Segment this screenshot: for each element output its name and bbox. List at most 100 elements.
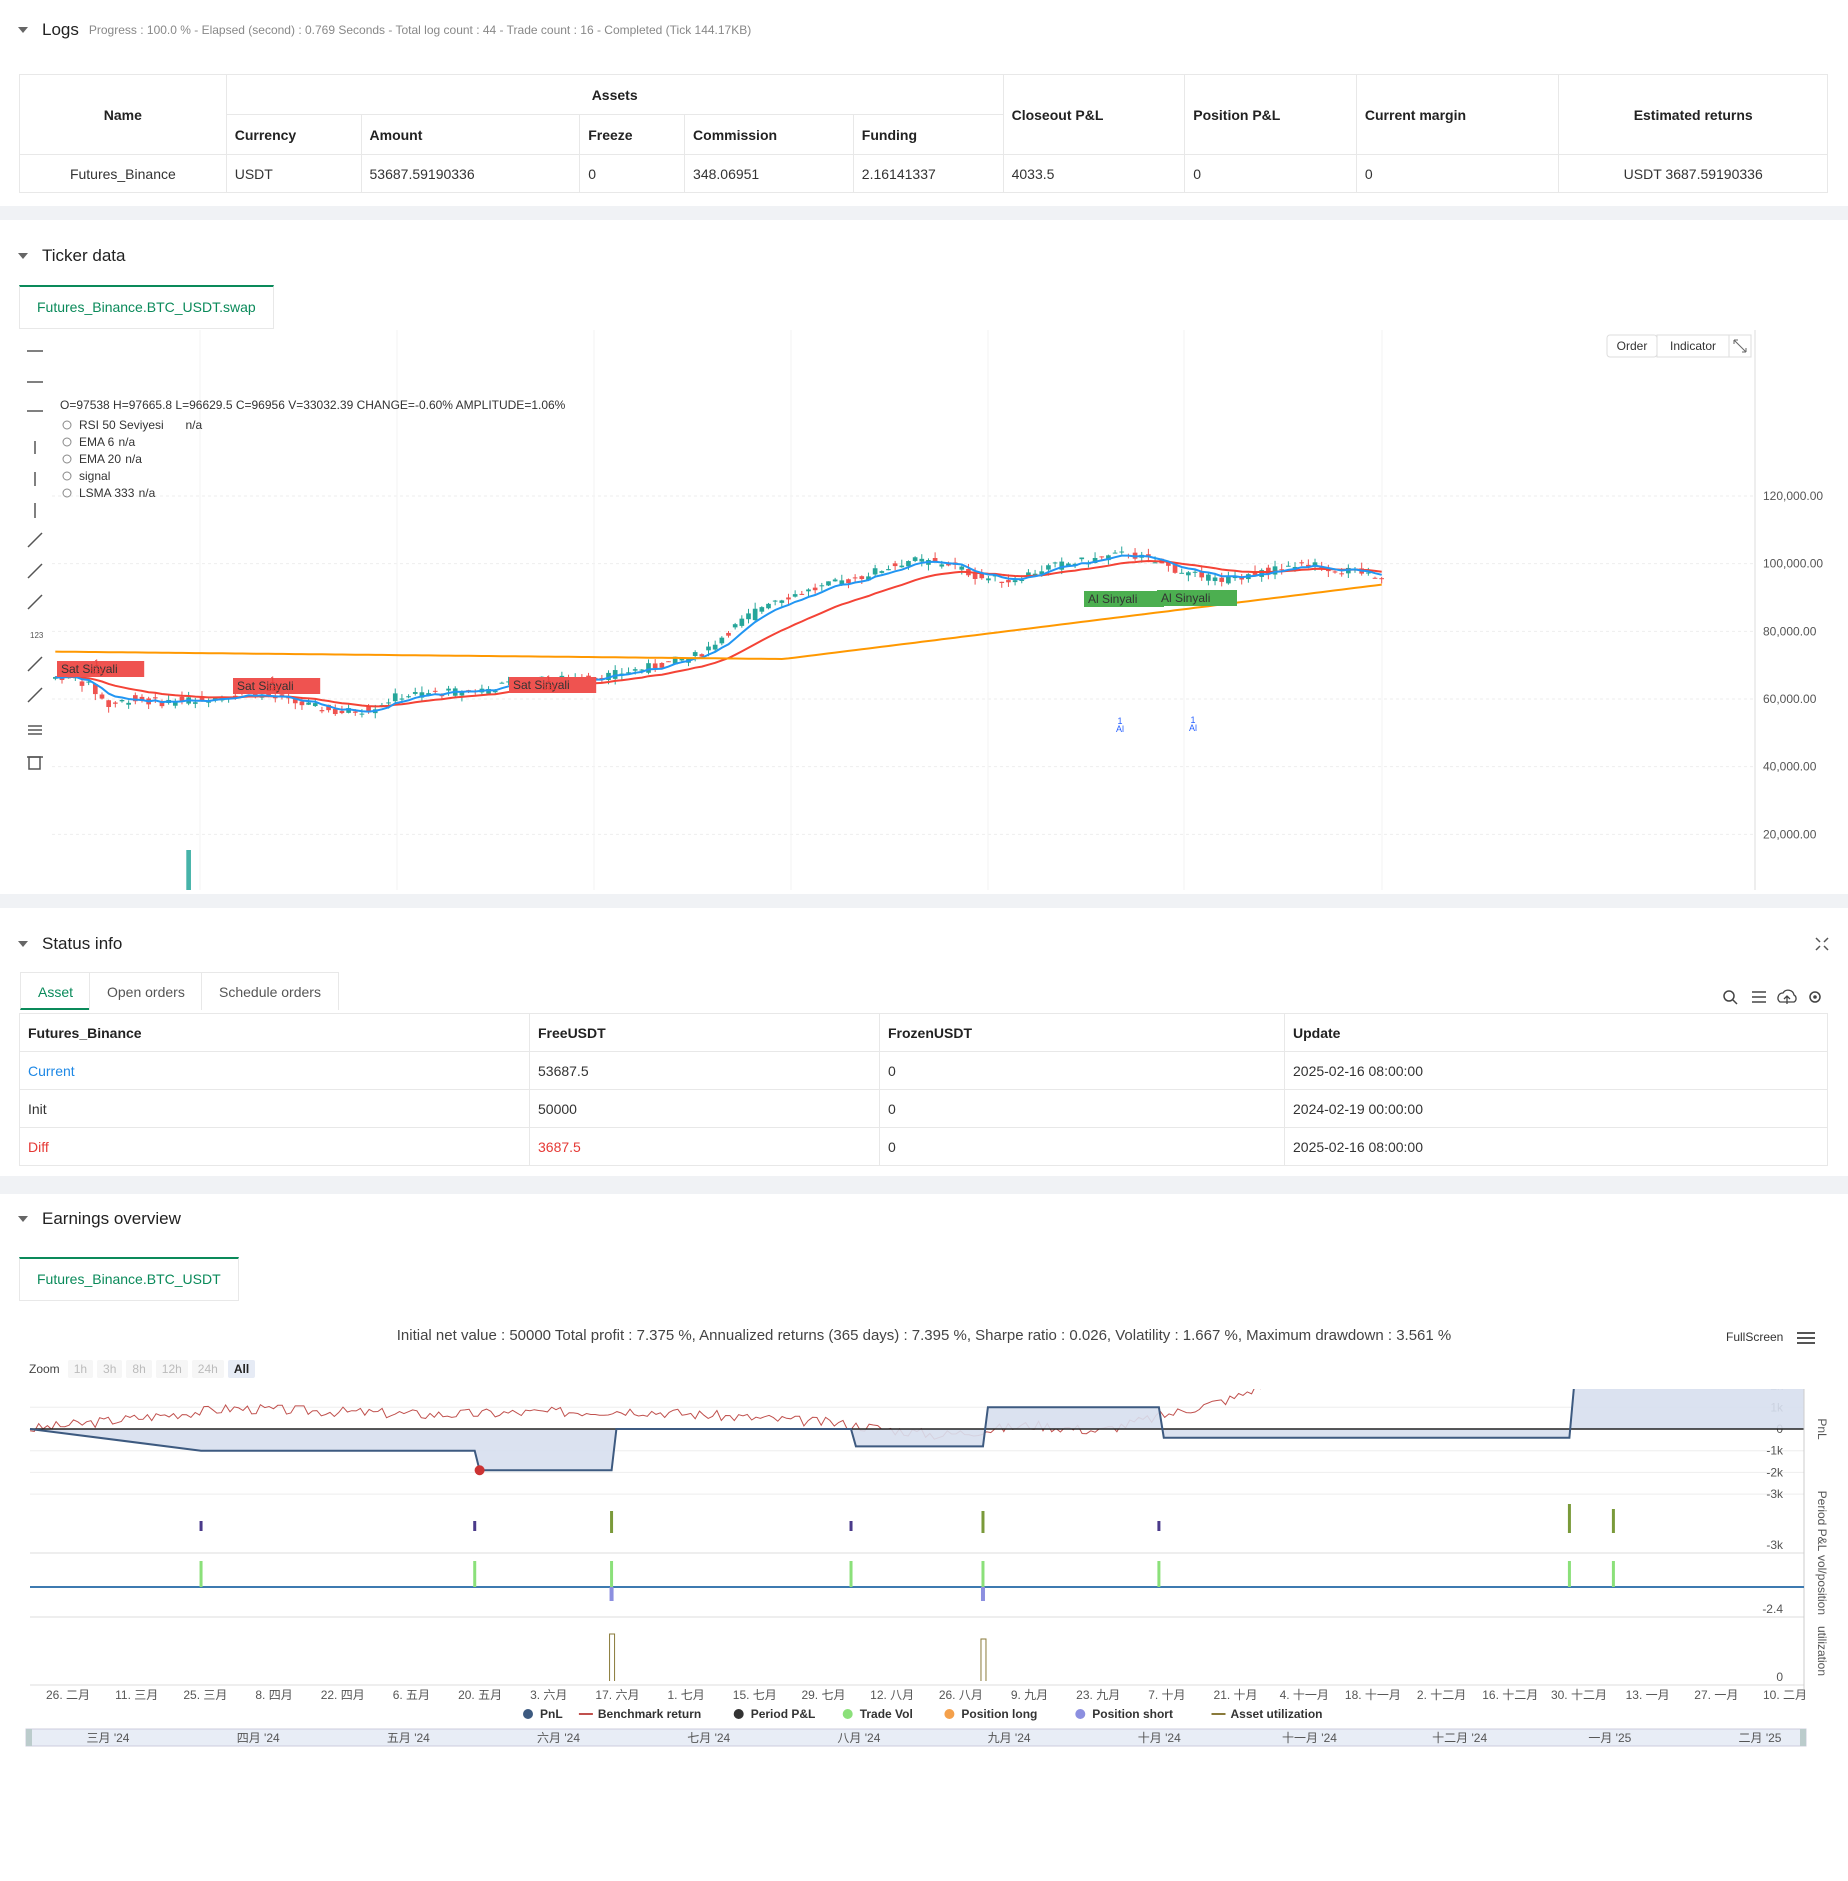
- th-position-pnl: Position P&L: [1184, 74, 1357, 155]
- candle-body: [1152, 562, 1158, 564]
- table-tools[interactable]: [1720, 988, 1830, 1008]
- candle-body: [892, 563, 898, 567]
- trendline-icon[interactable]: [27, 532, 43, 548]
- trash-icon[interactable]: [28, 756, 41, 770]
- candle-body: [886, 569, 891, 571]
- eye-icon[interactable]: [62, 454, 72, 464]
- candle-body: [1226, 576, 1231, 584]
- legend-label[interactable]: Period P&L: [751, 1707, 816, 1721]
- fullscreen-button[interactable]: FullScreen: [1726, 1330, 1783, 1344]
- ray-icon[interactable]: [27, 563, 43, 579]
- date-tick: 26. 二月: [46, 1688, 90, 1702]
- candle-body: [899, 565, 905, 568]
- zoom-buttons[interactable]: 1h 3h 8h 12h 24h All: [67, 1360, 256, 1378]
- assets-table: Name Assets Closeout P&L Position P&L Cu…: [19, 74, 1828, 193]
- zoom-12h[interactable]: 12h: [155, 1360, 188, 1378]
- earnings-header[interactable]: Earnings overview: [18, 1207, 181, 1231]
- legend-marker: [523, 1709, 533, 1719]
- candle-body: [346, 708, 351, 713]
- trade-vol-bar: [981, 1561, 985, 1587]
- eye-icon[interactable]: [62, 437, 72, 447]
- fib-icon[interactable]: [27, 687, 43, 703]
- cell: USDT: [225, 154, 362, 193]
- legend-label[interactable]: Position short: [1092, 1707, 1173, 1721]
- zoom-3h[interactable]: 3h: [97, 1360, 123, 1378]
- candle-body: [126, 702, 131, 705]
- parallel-channel-icon[interactable]: [27, 656, 43, 672]
- collapse-caret-icon[interactable]: [18, 941, 28, 947]
- candle-body: [172, 702, 178, 706]
- candle-body: [1339, 573, 1345, 575]
- logs-header[interactable]: Logs Progress : 100.0 % - Elapsed (secon…: [18, 18, 751, 42]
- cell: 0: [879, 1051, 1285, 1090]
- date-tick: 29. 七月: [801, 1688, 845, 1702]
- candle-body: [1112, 552, 1118, 554]
- zoom-24h[interactable]: 24h: [191, 1360, 224, 1378]
- candle-body: [119, 699, 125, 702]
- candle-body: [746, 613, 751, 620]
- row-label-current[interactable]: Current: [19, 1051, 530, 1090]
- candle-body: [1286, 565, 1291, 567]
- legend-marker: [842, 1709, 853, 1719]
- zoom-8h[interactable]: 8h: [126, 1360, 152, 1378]
- eye-icon[interactable]: [62, 420, 72, 430]
- candle-body: [939, 564, 945, 567]
- collapse-caret-icon[interactable]: [18, 1216, 28, 1222]
- gear-icon[interactable]: [1809, 991, 1821, 1003]
- drawing-toolbar[interactable]: 123: [27, 350, 44, 770]
- legend-label[interactable]: Position long: [961, 1707, 1037, 1721]
- zoom-1h[interactable]: 1h: [67, 1360, 94, 1378]
- tab-schedule-orders[interactable]: Schedule orders: [201, 972, 339, 1010]
- candle-body: [959, 566, 965, 570]
- navigator-handle-left[interactable]: [26, 1729, 32, 1746]
- legend-label[interactable]: Benchmark return: [598, 1707, 701, 1721]
- arrow-line-icon[interactable]: [27, 594, 43, 610]
- signal-small: Sat: [90, 666, 104, 676]
- candle-body: [792, 594, 798, 597]
- eye-icon[interactable]: [62, 471, 72, 481]
- collapse-caret-icon[interactable]: [18, 27, 28, 33]
- chart-buttons[interactable]: Order Indicator: [1606, 334, 1752, 358]
- legend-label[interactable]: PnL: [540, 1707, 563, 1721]
- tab-open-orders[interactable]: Open orders: [89, 972, 203, 1010]
- legend-marker: [944, 1709, 955, 1719]
- legend-label[interactable]: Trade Vol: [860, 1707, 913, 1721]
- list-icon[interactable]: [1752, 991, 1766, 1003]
- eye-icon[interactable]: [62, 488, 72, 498]
- navigator-handle-right[interactable]: [1800, 1729, 1806, 1746]
- th-update: Update: [1284, 1013, 1828, 1052]
- candle-body: [1046, 565, 1051, 570]
- period-pnl-bar: [849, 1521, 853, 1531]
- tab-earnings-symbol[interactable]: Futures_Binance.BTC_USDT: [19, 1257, 239, 1301]
- download-icon[interactable]: [1777, 989, 1797, 1004]
- collapse-caret-icon[interactable]: [18, 253, 28, 259]
- legend-label[interactable]: Asset utilization: [1231, 1707, 1323, 1721]
- zoom-All[interactable]: All: [227, 1360, 256, 1378]
- menu-icon[interactable]: [1797, 1331, 1815, 1345]
- date-tick: 16. 十二月: [1482, 1688, 1538, 1702]
- tab-asset[interactable]: Asset: [20, 972, 92, 1010]
- navigator[interactable]: [25, 1728, 1807, 1747]
- utilization-bar: [609, 1633, 616, 1681]
- indicator-legend[interactable]: RSI 50 Seviyesi n/a EMA 6 n/a EMA 20 n/a signa…: [62, 418, 203, 500]
- search-icon[interactable]: [1723, 990, 1735, 1002]
- candle-body: [366, 706, 371, 713]
- cell: 0: [879, 1127, 1285, 1166]
- price-tick: 20,000.00: [1763, 827, 1817, 841]
- legend-value: n/a: [139, 486, 156, 500]
- date-tick: 8. 四月: [255, 1688, 292, 1702]
- earnings-title: Earnings overview: [42, 1209, 181, 1228]
- cell: 2025-02-16 08:00:00: [1284, 1127, 1828, 1166]
- nav-tick: 三月 '24: [87, 1731, 130, 1745]
- ticker-header[interactable]: Ticker data: [18, 244, 125, 268]
- candle-body: [412, 692, 418, 694]
- tab-ticker-symbol[interactable]: Futures_Binance.BTC_USDT.swap: [19, 285, 274, 329]
- indicator-lines: [55, 554, 1382, 713]
- candle-body: [732, 624, 738, 628]
- nav-tick: 九月 '24: [988, 1731, 1031, 1745]
- price-label-icon[interactable]: 123: [30, 631, 44, 640]
- collapse-icon[interactable]: [1815, 937, 1829, 951]
- status-header[interactable]: Status info: [18, 932, 122, 956]
